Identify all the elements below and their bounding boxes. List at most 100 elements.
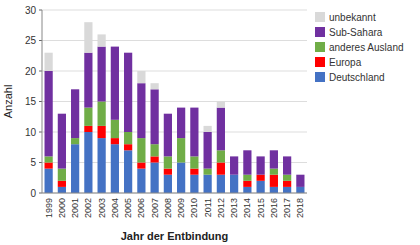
bar-segment	[283, 181, 291, 187]
x-tick-label: 2008	[163, 198, 173, 218]
bar-segment	[137, 169, 145, 193]
bar-segment	[98, 102, 106, 126]
bar-segment	[45, 71, 53, 156]
x-tick-label: 2016	[269, 198, 279, 218]
x-tick-label: 2009	[176, 198, 186, 218]
legend-label: unbekannt	[329, 12, 376, 23]
bar-segment	[283, 175, 291, 181]
grid-line	[42, 193, 307, 194]
x-tick-label: 2011	[203, 198, 213, 217]
bar-segment	[204, 175, 212, 193]
bar-segment	[296, 187, 304, 193]
x-tick-label: 2007	[150, 198, 160, 218]
bar-segment	[217, 150, 225, 162]
bar-segment	[71, 138, 79, 144]
bar-segment	[296, 174, 304, 175]
bar-segment	[243, 181, 251, 187]
bar-segment	[137, 83, 145, 138]
legend-swatch	[315, 27, 325, 37]
y-tick-label: 15	[25, 96, 37, 107]
bar-segment	[98, 47, 106, 102]
bar-segment	[45, 169, 53, 193]
legend-label: Europa	[329, 57, 362, 68]
grid-line	[42, 71, 307, 72]
bar-segment	[270, 175, 278, 187]
bar-segment	[177, 163, 185, 194]
x-tick-label: 2005	[123, 198, 133, 218]
legend-label: Sub-Sahara	[329, 27, 383, 38]
bar-segment	[217, 108, 225, 151]
bar-segment	[204, 132, 212, 169]
chart-svg: 0510152025301999200020012002200320042005…	[0, 0, 420, 245]
legend-swatch	[315, 57, 325, 67]
bar-segment	[111, 144, 119, 193]
y-axis-line	[42, 10, 43, 193]
bar-segment	[164, 175, 172, 193]
bar-segment	[71, 89, 79, 90]
x-tick-label: 2017	[282, 198, 292, 218]
bar-segment	[98, 126, 106, 138]
bar-segment	[84, 126, 92, 132]
y-tick-label: 20	[25, 66, 37, 77]
bar-segment	[58, 187, 66, 193]
x-tick-label: 2014	[242, 198, 252, 218]
x-tick-label: 2006	[136, 198, 146, 218]
x-tick-label: 2003	[97, 198, 107, 218]
y-tick-label: 30	[25, 5, 37, 16]
chart-container: 0510152025301999200020012002200320042005…	[0, 0, 420, 245]
bar-segment	[98, 138, 106, 193]
bar-segment	[243, 150, 251, 151]
bar-segment	[151, 163, 159, 194]
bar-segment	[283, 156, 291, 157]
grid	[42, 10, 307, 193]
y-tick-label: 10	[25, 127, 37, 138]
bar-segment	[283, 187, 291, 193]
bar-segment	[164, 169, 172, 175]
legend-swatch	[315, 42, 325, 52]
grid-line	[42, 40, 307, 41]
bar-segment	[124, 53, 132, 132]
bar-segment	[230, 175, 238, 193]
bars	[45, 22, 305, 193]
bar-segment	[164, 114, 172, 157]
x-tick-label: 2000	[57, 198, 67, 218]
bar-segment	[151, 83, 159, 89]
x-tick-label: 2012	[216, 198, 226, 218]
y-tick-label: 0	[30, 188, 36, 199]
bar-segment	[124, 150, 132, 193]
bar-segment	[111, 138, 119, 144]
bar-segment	[111, 47, 119, 120]
bar-segment	[177, 107, 185, 108]
bar-segment	[164, 113, 172, 114]
bar-segment	[243, 187, 251, 193]
x-tick-label: 1999	[44, 198, 54, 218]
bar-segment	[257, 156, 265, 157]
bar-segment	[124, 144, 132, 150]
bar-segment	[111, 46, 119, 47]
x-tick-label: 2001	[70, 198, 80, 218]
bar-segment	[124, 132, 132, 144]
bar-segment	[270, 150, 278, 168]
bar-segment	[204, 169, 212, 175]
bar-segment	[71, 89, 79, 138]
bar-segment	[230, 156, 238, 174]
bar-segment	[257, 181, 265, 193]
grid-line	[42, 10, 307, 11]
grid-line	[42, 132, 307, 133]
bar-segment	[58, 113, 66, 114]
grid-line	[42, 101, 307, 102]
x-axis-line	[42, 193, 307, 194]
x-tick-label: 2015	[256, 198, 266, 218]
bar-segment	[45, 163, 53, 169]
bar-segment	[98, 34, 106, 46]
legend-swatch	[315, 12, 325, 22]
bar-segment	[111, 120, 119, 138]
bar-segment	[58, 169, 66, 181]
bar-segment	[137, 71, 145, 83]
bar-segment	[151, 89, 159, 144]
bar-segment	[137, 163, 145, 169]
y-axis-label: Anzahl	[2, 85, 14, 119]
x-tick-label: 2002	[83, 198, 93, 218]
x-tick-label: 2010	[189, 198, 199, 218]
x-tick-label: 2013	[229, 198, 239, 218]
